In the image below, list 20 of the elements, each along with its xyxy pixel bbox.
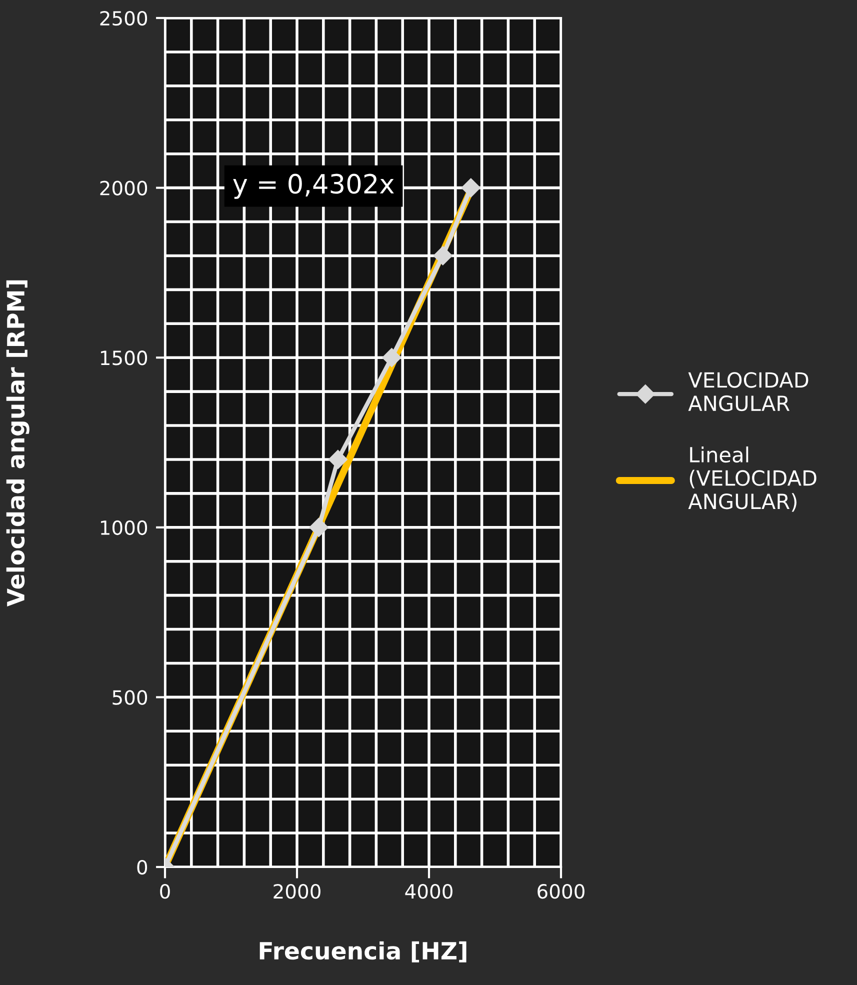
- y-tick-label: 1000: [100, 520, 148, 536]
- annotation: y = 0,4302x: [233, 174, 394, 199]
- x-axis-title: Frecuencia [HZ]: [260, 941, 466, 962]
- x-tick-label: 4000: [405, 884, 452, 899]
- x-tick-label: 6000: [538, 884, 584, 899]
- x-tick-label: 2000: [274, 884, 320, 899]
- point: [382, 348, 402, 368]
- y-tick-label: 1500: [100, 350, 148, 366]
- y-tick-label: 500: [112, 690, 148, 705]
- point: [461, 178, 480, 198]
- legend-label: Lineal (VELOCIDAD ANGULAR): [688, 446, 816, 512]
- y-tick-label: 2000: [100, 180, 148, 196]
- y-tick-label: 2500: [100, 10, 148, 26]
- x-tick-label: 0: [160, 884, 170, 899]
- point: [309, 518, 328, 537]
- y-tick-label: 0: [137, 860, 148, 875]
- point: [433, 246, 452, 266]
- legend-label: VELOCIDAD ANGULAR: [688, 372, 808, 412]
- y-axis-title: Velocidad angular [RPM]: [6, 280, 30, 607]
- point: [328, 450, 348, 470]
